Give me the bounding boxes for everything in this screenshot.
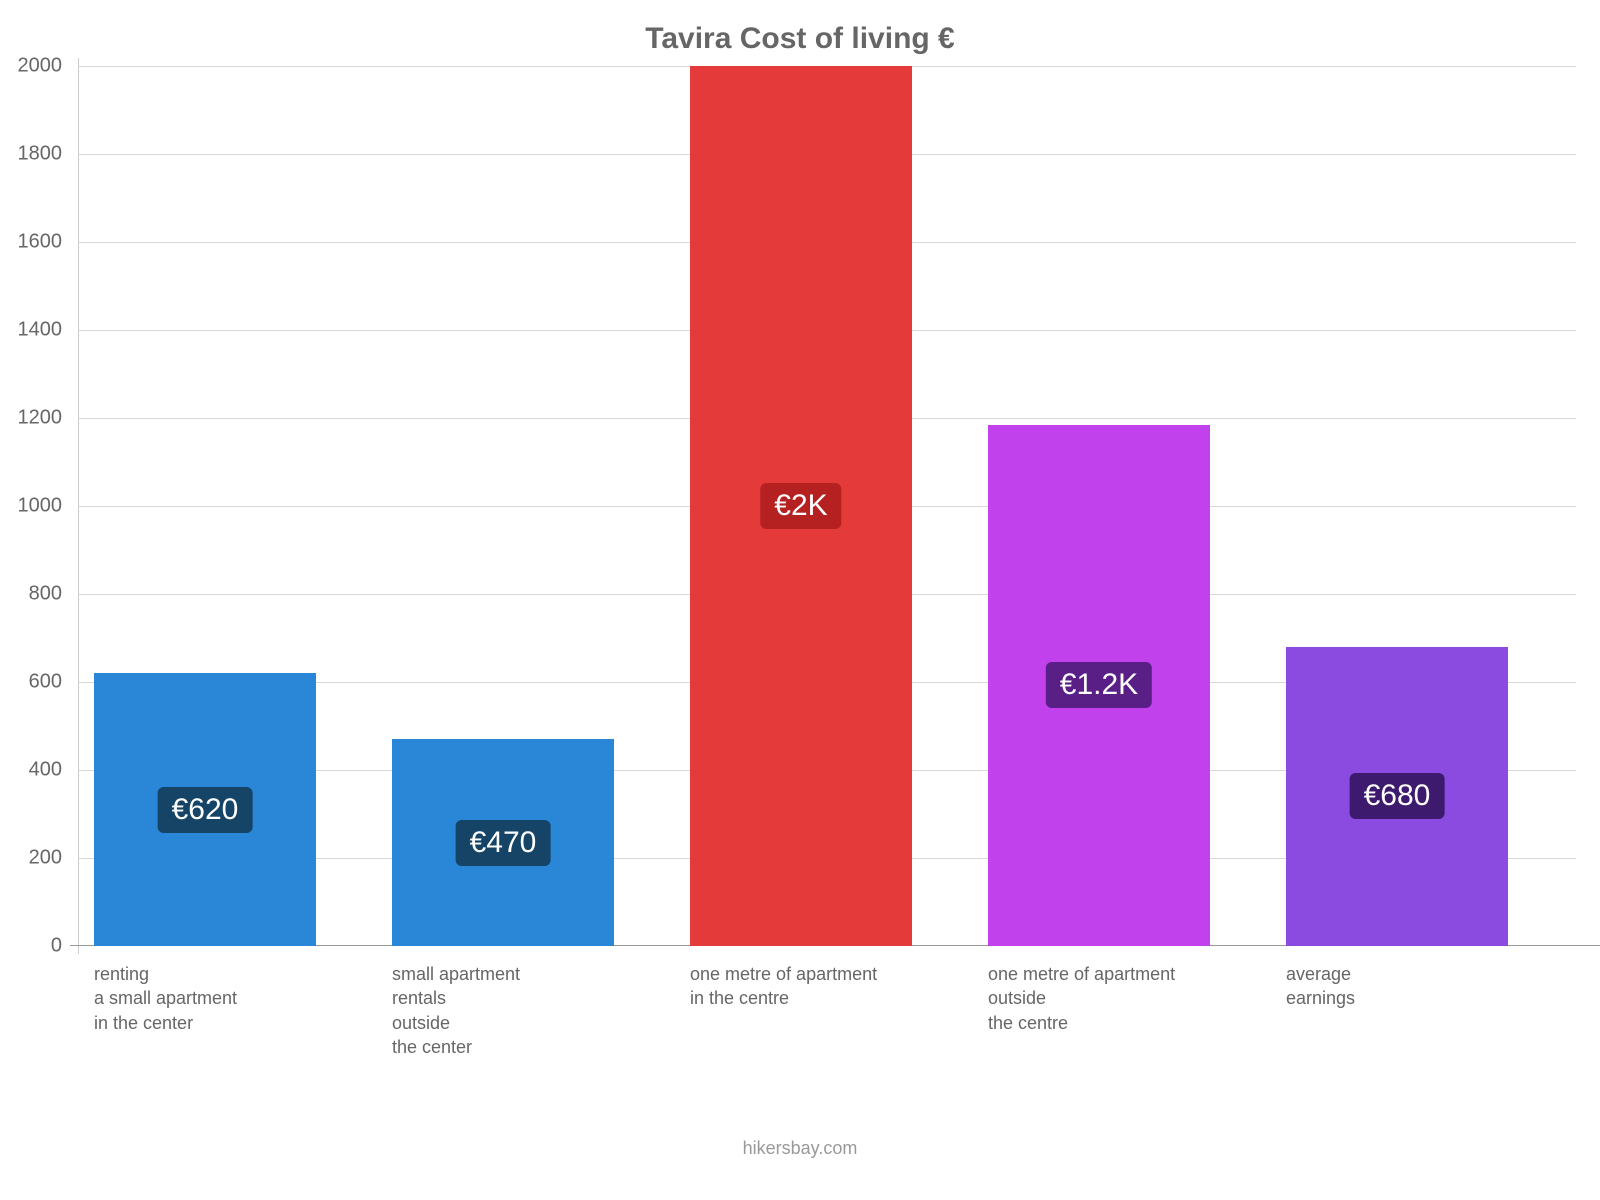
value-badge: €2K xyxy=(760,483,841,529)
chart-container: Tavira Cost of living € 0200400600800100… xyxy=(0,0,1600,1200)
y-tick-label: 200 xyxy=(2,847,62,870)
value-badge: €1.2K xyxy=(1046,662,1152,708)
chart-caption: hikersbay.com xyxy=(0,1138,1600,1159)
chart-title: Tavira Cost of living € xyxy=(0,22,1600,56)
x-tick-label: small apartment rentals outside the cent… xyxy=(392,962,520,1059)
y-tick-label: 800 xyxy=(2,583,62,606)
y-tick-label: 1400 xyxy=(2,319,62,342)
value-badge: €680 xyxy=(1350,773,1445,819)
y-tick-label: 1600 xyxy=(2,231,62,254)
y-tick-label: 1200 xyxy=(2,407,62,430)
y-tick-label: 2000 xyxy=(2,55,62,78)
y-tick-label: 600 xyxy=(2,671,62,694)
x-tick-label: average earnings xyxy=(1286,962,1355,1011)
value-badge: €620 xyxy=(158,787,253,833)
y-tick-label: 0 xyxy=(2,935,62,958)
y-tick-label: 1000 xyxy=(2,495,62,518)
plot-area: 0200400600800100012001400160018002000€62… xyxy=(78,66,1576,946)
y-tick-label: 1800 xyxy=(2,143,62,166)
x-tick-label: one metre of apartment outside the centr… xyxy=(988,962,1175,1035)
x-tick-label: renting a small apartment in the center xyxy=(94,962,237,1035)
y-tick-label: 400 xyxy=(2,759,62,782)
x-tick-label: one metre of apartment in the centre xyxy=(690,962,877,1011)
value-badge: €470 xyxy=(456,820,551,866)
